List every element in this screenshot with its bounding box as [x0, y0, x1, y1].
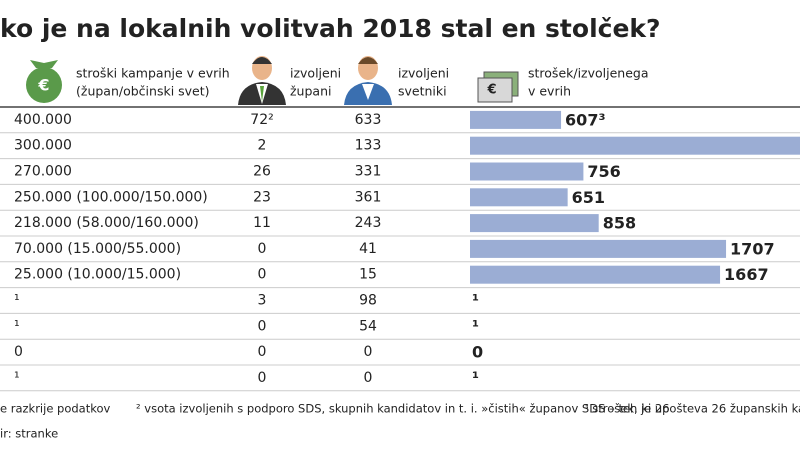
councillors-cell: 15 [359, 267, 377, 283]
banknotes-icon: € [477, 71, 519, 103]
value-label: ¹ [472, 317, 479, 336]
councillors-cell: 98 [359, 293, 377, 309]
mayors-cell: 26 [253, 164, 271, 180]
councillors-cell: 0 [364, 344, 373, 360]
value-label: 607³ [565, 110, 605, 129]
councillors-cell: 0 [364, 370, 373, 386]
cost-cell: 70.000 (15.000/55.000) [14, 241, 181, 257]
value-label: 756 [587, 162, 620, 181]
footnote: ² vsota izvoljenih s podporo SDS, skupni… [136, 402, 670, 416]
title: ko je na lokalnih volitvah 2018 stal en … [0, 14, 661, 43]
councillors-cell: 361 [355, 189, 382, 205]
councillors-cell: 133 [355, 138, 382, 154]
cost-cell: 25.000 (10.000/15.000) [14, 267, 181, 283]
money-bag-icon: € [26, 60, 62, 103]
bar [470, 214, 599, 233]
svg-text:€: € [486, 83, 496, 98]
councillors-cell: 331 [355, 164, 382, 180]
mayors-cell: 0 [258, 267, 267, 283]
value-label: ¹ [472, 291, 479, 310]
column-header: župani [290, 84, 331, 99]
value-label: 858 [603, 214, 636, 233]
column-header: stroški kampanje v evrih [76, 66, 230, 81]
mayors-cell: 72² [250, 112, 273, 128]
mayor-icon [238, 56, 286, 105]
cost-cell: 300.000 [14, 138, 72, 154]
mayors-cell: 11 [253, 215, 271, 231]
mayors-cell: 0 [258, 344, 267, 360]
councillors-cell: 243 [355, 215, 382, 231]
bar [470, 239, 727, 258]
column-header: izvoljeni [290, 66, 341, 81]
value-label: ¹ [472, 368, 479, 387]
mayors-cell: 0 [258, 318, 267, 334]
source: ir: stranke [0, 427, 58, 441]
value-label: 1667 [724, 265, 769, 284]
column-header: (župan/občinski svet) [76, 84, 210, 99]
cost-cell: 400.000 [14, 112, 72, 128]
column-header: v evrih [528, 84, 571, 99]
footnote: e razkrije podatkov [0, 402, 111, 416]
mayors-cell: 0 [258, 241, 267, 257]
mayors-cell: 0 [258, 370, 267, 386]
cost-cell: ¹ [14, 318, 20, 334]
bar [470, 136, 800, 155]
cost-cell: ¹ [14, 370, 20, 386]
bar [470, 265, 721, 284]
mayors-cell: 2 [258, 138, 267, 154]
mayors-cell: 23 [253, 189, 271, 205]
cost-cell: 0 [14, 344, 23, 360]
councillor-icon [344, 56, 392, 105]
mayors-cell: 3 [258, 293, 267, 309]
value-label: 1707 [730, 239, 775, 258]
bar [470, 110, 562, 129]
councillors-cell: 54 [359, 318, 377, 334]
value-label: 651 [572, 188, 605, 207]
column-header: svetniki [398, 84, 447, 99]
cost-cell: 270.000 [14, 164, 72, 180]
cost-cell: 250.000 (100.000/150.000) [14, 189, 208, 205]
bar [470, 162, 584, 181]
column-header: strošek/izvoljenega [528, 66, 649, 81]
bar [470, 188, 568, 207]
footnote: ³ strošek, ki upošteva 26 županskih kand… [584, 402, 800, 416]
svg-text:€: € [37, 76, 49, 95]
value-label: 0 [472, 343, 483, 362]
councillors-cell: 633 [355, 112, 382, 128]
cost-cell: 218.000 (58.000/160.000) [14, 215, 199, 231]
column-header: izvoljeni [398, 66, 449, 81]
cost-cell: ¹ [14, 293, 20, 309]
councillors-cell: 41 [359, 241, 377, 257]
